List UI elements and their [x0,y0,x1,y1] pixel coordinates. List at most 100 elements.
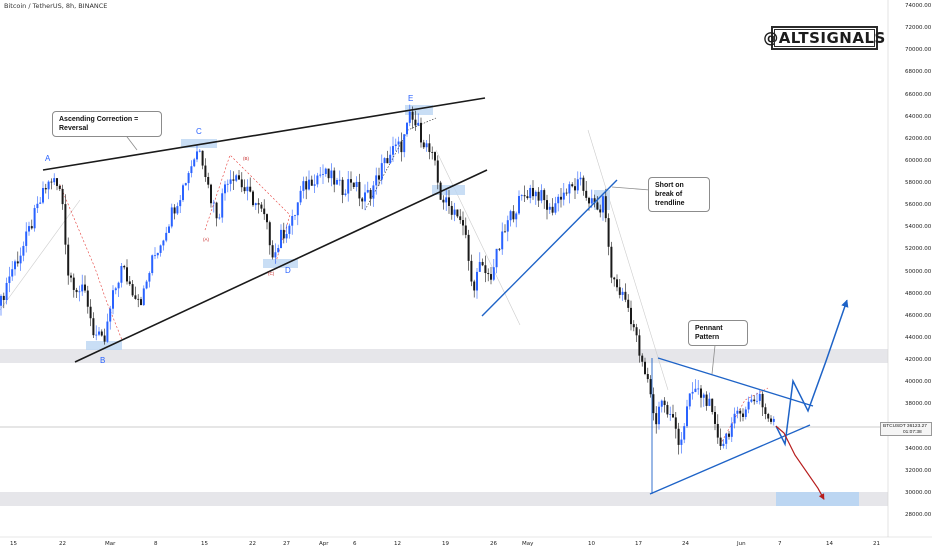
price-axis-label: 64000.00 [905,113,932,120]
candle-down [464,225,467,235]
candle-down [126,267,128,282]
candle-up [548,206,551,210]
candle-down [607,218,610,247]
candle-down [526,196,529,199]
candle-down [574,186,576,191]
candle-down [204,165,207,178]
candle-down [30,226,33,229]
candle-up [772,418,775,422]
price-axis-label: 62000.00 [905,135,932,142]
candle-down [411,111,414,120]
candle-down [327,168,330,179]
candle-up [296,202,299,216]
candle-up [179,200,182,207]
candlestick-series [0,104,775,455]
symbol-title: Bitcoin / TetherUS, 8h, BINANCE [4,2,108,10]
candle-down [420,122,422,143]
candle-up [168,226,170,233]
candle-up [95,334,98,336]
candle-down [672,414,674,418]
candle-up [518,196,520,214]
time-axis-label: 8 [154,541,158,547]
time-axis-label: Mar [105,541,116,547]
price-axis-label: 28000.00 [905,512,932,518]
price-axis-label: 52000.00 [905,246,932,253]
candle-down [103,335,106,342]
candle-up [117,282,120,289]
time-axis-label: 15 [10,541,17,547]
candle-up [319,174,322,176]
candle-up [212,202,215,204]
candle-down [434,152,436,161]
candle-up [182,185,184,201]
candle-down [56,178,58,186]
candle-down [456,209,459,217]
candle-up [246,186,249,192]
candle-up [28,226,30,232]
candle-down [271,245,274,258]
candle-up [372,185,375,199]
candle-up [53,178,56,183]
candle-up [492,267,495,280]
price-axis-label: 70000.00 [905,47,932,54]
subwave-dashed-line [59,184,123,341]
candle-up [403,134,406,153]
candle-down [663,400,666,406]
candle-down [638,335,641,356]
wave-label-d: D [285,266,291,275]
candle-down [700,388,702,398]
trendline-upper [42,97,486,171]
price-axis-label: 38000.00 [905,401,932,408]
price-axis-label: 48000.00 [905,290,932,297]
candle-down [243,187,246,192]
candle-down [716,423,719,438]
candle-up [686,406,688,427]
candle-down [649,379,652,395]
price-axis-label: 54000.00 [905,224,932,231]
time-axis-label: Apr [319,541,329,547]
candle-down [753,399,756,402]
guide-line [587,129,669,391]
candle-up [42,187,44,203]
candle-down [610,246,613,278]
price-axis-label: 50000.00 [905,268,932,275]
candle-up [658,406,660,425]
candle-up [602,196,604,213]
candle-up [520,195,523,197]
candle-up [330,170,333,179]
time-axis-label: 27 [283,541,290,547]
candle-up [184,183,187,186]
candle-up [19,255,22,264]
candle-down [627,299,630,308]
candle-up [478,261,481,272]
candle-down [378,175,380,180]
price-tag-symbol: BTCUSDT [883,424,906,429]
candle-up [299,190,302,203]
candle-up [495,248,498,268]
price-axis-label: 34000.00 [905,445,932,452]
candle-up [288,225,291,234]
subwave-dashed-line [719,387,769,446]
candle-up [568,184,571,194]
candle-down [350,179,352,183]
candle-down [739,410,742,414]
candle-down [571,184,574,187]
candle-up [747,401,750,410]
candle-up [221,193,224,218]
candle-up [226,183,229,185]
candle-up [25,231,28,246]
price-axis-label: 46000.00 [905,312,932,319]
candle-up [302,181,305,191]
candle-down [599,209,602,213]
candle-down [644,361,646,375]
candle-up [621,291,624,295]
subwave-label-a: (A) [203,237,209,242]
candle-down [201,150,204,166]
candle-down [442,199,445,203]
candle-down [565,192,568,194]
candle-down [652,394,655,414]
candle-down [414,119,417,126]
candle-up [579,177,582,180]
candle-up [291,216,294,226]
candle-down [260,204,263,209]
